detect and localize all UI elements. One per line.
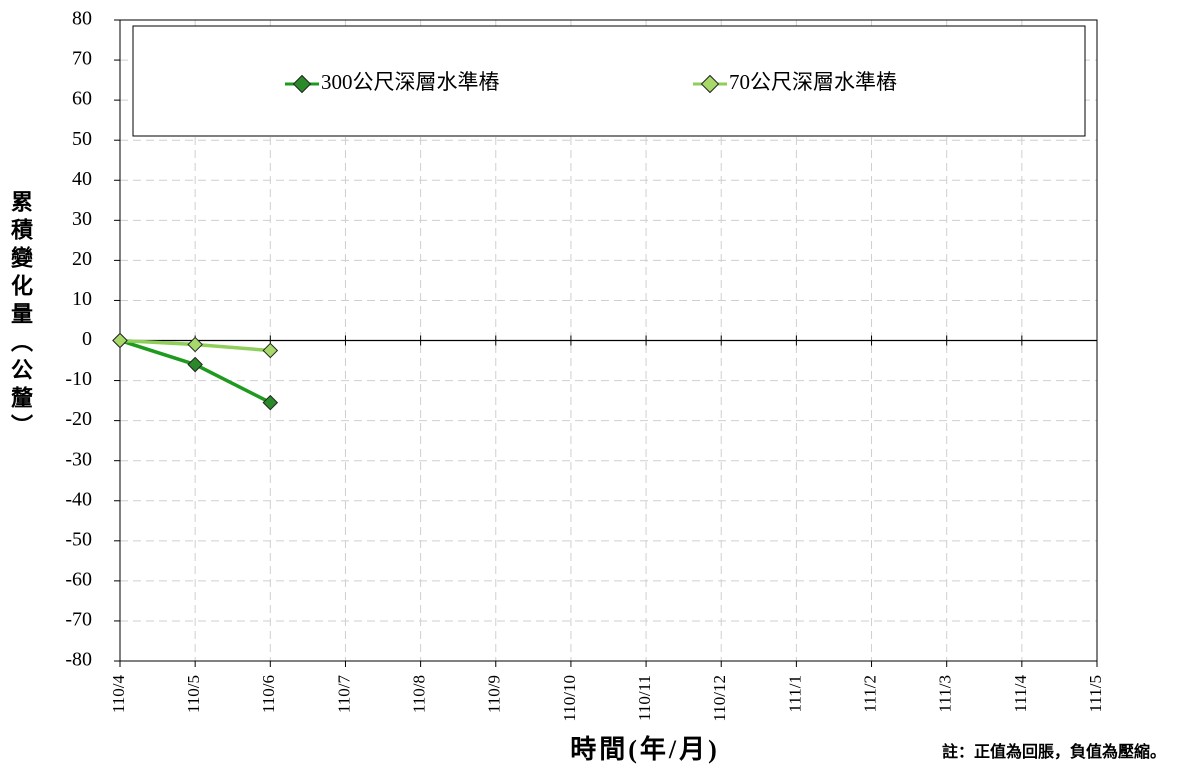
legend-label: 70公尺深層水準樁 <box>729 70 897 94</box>
x-tick-label: 110/9 <box>485 675 504 713</box>
y-tick-label: 70 <box>72 48 92 70</box>
legend-marker <box>292 74 312 94</box>
marker <box>112 332 128 349</box>
x-tick-label: 110/7 <box>334 675 353 714</box>
x-tick-label: 111/4 <box>1011 675 1030 713</box>
legend-marker <box>700 74 720 94</box>
x-tick-label: 111/5 <box>1086 675 1105 712</box>
marker <box>262 394 279 411</box>
x-tick-label: 110/4 <box>109 675 128 714</box>
y-tick-label: 20 <box>72 248 92 270</box>
y-tick-label: 80 <box>72 8 92 30</box>
x-tick-label: 110/6 <box>259 675 278 713</box>
x-tick-label: 110/10 <box>560 675 579 722</box>
y-tick-label: 0 <box>82 328 92 350</box>
x-tick-label: 111/2 <box>860 675 879 712</box>
legend-label: 300公尺深層水準樁 <box>321 70 500 94</box>
y-tick-label: -60 <box>65 568 92 590</box>
y-tick-label: 50 <box>72 128 92 150</box>
y-tick-label: -80 <box>65 649 92 671</box>
marker <box>262 342 279 359</box>
y-tick-label: -40 <box>65 488 92 510</box>
legend-box <box>132 25 1086 137</box>
y-tick-label: -70 <box>65 609 92 631</box>
x-tick-label: 111/1 <box>785 675 804 712</box>
marker <box>187 336 203 353</box>
y-tick-label: -30 <box>65 448 92 470</box>
y-tick-label: -20 <box>65 408 92 430</box>
y-tick-label: -10 <box>65 368 92 390</box>
x-tick-label: 110/8 <box>410 675 429 713</box>
x-tick-label: 110/11 <box>635 675 654 721</box>
y-tick-label: 40 <box>72 168 92 190</box>
x-tick-label: 111/3 <box>936 675 955 712</box>
y-tick-label: 60 <box>72 88 92 110</box>
y-tick-label: 30 <box>72 208 92 230</box>
marker <box>187 356 203 373</box>
y-axis-label: 累積變化量（公釐） <box>7 190 33 442</box>
x-tick-label: 110/5 <box>184 675 203 713</box>
x-axis-label: 時間(年/月) <box>570 734 720 764</box>
y-tick-label: 10 <box>72 288 92 310</box>
note: 註：正值為回脹，負值為壓縮。 <box>941 742 1166 761</box>
x-tick-label: 110/12 <box>710 675 729 722</box>
y-tick-label: -50 <box>65 528 92 550</box>
